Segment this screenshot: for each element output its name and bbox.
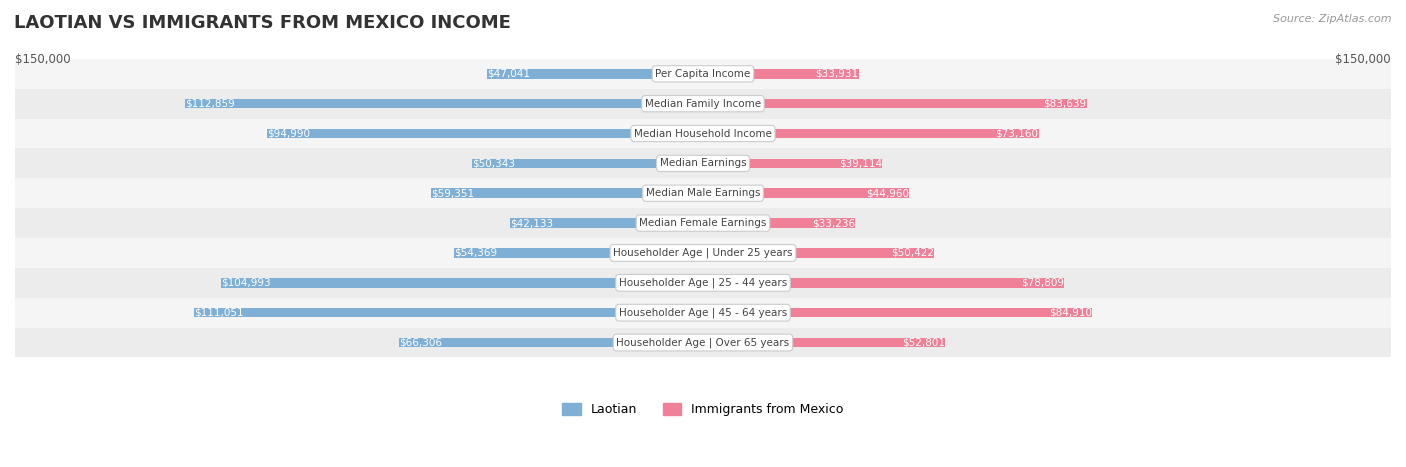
Text: Householder Age | Under 25 years: Householder Age | Under 25 years bbox=[613, 248, 793, 258]
Text: $150,000: $150,000 bbox=[15, 53, 70, 66]
Bar bbox=[267, 129, 703, 138]
Text: $112,859: $112,859 bbox=[186, 99, 235, 109]
Text: Householder Age | 45 - 64 years: Householder Age | 45 - 64 years bbox=[619, 307, 787, 318]
Text: Median Male Earnings: Median Male Earnings bbox=[645, 188, 761, 198]
Bar bbox=[430, 189, 703, 198]
Bar bbox=[510, 219, 703, 228]
Bar bbox=[15, 119, 1391, 149]
Bar bbox=[703, 129, 1039, 138]
Bar bbox=[703, 278, 1064, 288]
Text: $111,051: $111,051 bbox=[194, 308, 243, 318]
Bar bbox=[15, 59, 1391, 89]
Bar bbox=[703, 219, 855, 228]
Text: $59,351: $59,351 bbox=[430, 188, 474, 198]
Bar bbox=[472, 159, 703, 168]
Bar bbox=[703, 99, 1087, 108]
Text: $50,422: $50,422 bbox=[891, 248, 934, 258]
Text: $33,236: $33,236 bbox=[813, 218, 855, 228]
Text: Median Family Income: Median Family Income bbox=[645, 99, 761, 109]
Bar bbox=[194, 308, 703, 318]
Bar bbox=[15, 178, 1391, 208]
Bar bbox=[15, 208, 1391, 238]
Text: $83,639: $83,639 bbox=[1043, 99, 1087, 109]
Bar bbox=[703, 308, 1092, 318]
Text: Per Capita Income: Per Capita Income bbox=[655, 69, 751, 79]
Text: Householder Age | 25 - 44 years: Householder Age | 25 - 44 years bbox=[619, 277, 787, 288]
Text: $44,960: $44,960 bbox=[866, 188, 910, 198]
Text: Median Household Income: Median Household Income bbox=[634, 128, 772, 139]
Bar bbox=[454, 248, 703, 258]
Text: $84,910: $84,910 bbox=[1049, 308, 1092, 318]
Text: LAOTIAN VS IMMIGRANTS FROM MEXICO INCOME: LAOTIAN VS IMMIGRANTS FROM MEXICO INCOME bbox=[14, 14, 510, 32]
Bar bbox=[703, 338, 945, 347]
Bar bbox=[221, 278, 703, 288]
Bar bbox=[15, 238, 1391, 268]
Bar bbox=[703, 69, 859, 78]
Text: $78,809: $78,809 bbox=[1021, 278, 1064, 288]
Bar bbox=[488, 69, 703, 78]
Text: $66,306: $66,306 bbox=[399, 338, 441, 347]
Text: $94,990: $94,990 bbox=[267, 128, 311, 139]
Bar bbox=[703, 248, 934, 258]
Text: Source: ZipAtlas.com: Source: ZipAtlas.com bbox=[1274, 14, 1392, 24]
Bar bbox=[15, 298, 1391, 328]
Text: $104,993: $104,993 bbox=[222, 278, 271, 288]
Bar bbox=[15, 328, 1391, 357]
Text: $39,114: $39,114 bbox=[839, 158, 883, 169]
Text: $42,133: $42,133 bbox=[510, 218, 553, 228]
Bar bbox=[15, 149, 1391, 178]
Legend: Laotian, Immigrants from Mexico: Laotian, Immigrants from Mexico bbox=[557, 398, 849, 421]
Text: $54,369: $54,369 bbox=[454, 248, 496, 258]
Bar bbox=[399, 338, 703, 347]
Bar bbox=[15, 89, 1391, 119]
Text: Median Female Earnings: Median Female Earnings bbox=[640, 218, 766, 228]
Text: $47,041: $47,041 bbox=[488, 69, 530, 79]
Text: Householder Age | Over 65 years: Householder Age | Over 65 years bbox=[616, 337, 790, 348]
Bar bbox=[186, 99, 703, 108]
Text: $33,931: $33,931 bbox=[815, 69, 859, 79]
Text: $50,343: $50,343 bbox=[472, 158, 515, 169]
Text: $73,160: $73,160 bbox=[995, 128, 1039, 139]
Text: $52,801: $52,801 bbox=[903, 338, 945, 347]
Bar bbox=[703, 189, 910, 198]
Text: Median Earnings: Median Earnings bbox=[659, 158, 747, 169]
Bar bbox=[15, 268, 1391, 298]
Text: $150,000: $150,000 bbox=[1336, 53, 1391, 66]
Bar bbox=[703, 159, 883, 168]
